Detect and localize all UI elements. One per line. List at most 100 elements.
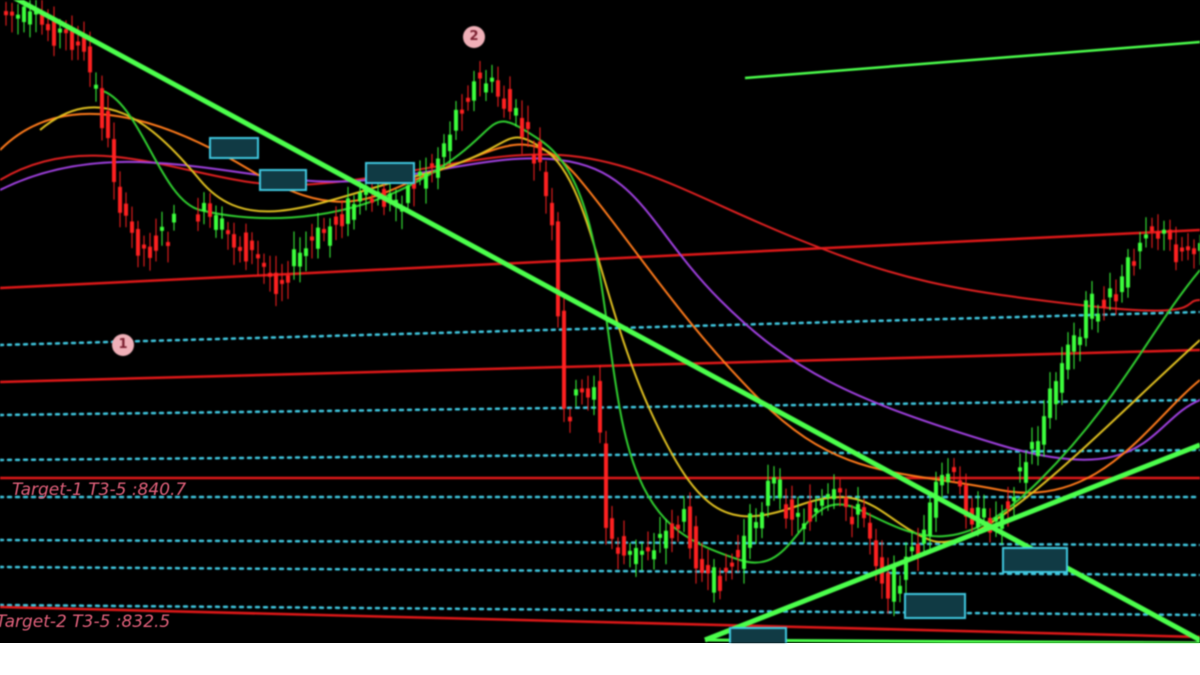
bullish-candle [352,204,356,220]
bearish-candle [280,279,284,284]
bearish-candle [148,246,152,258]
dotted-level-line [0,565,1200,577]
bearish-candle [136,229,140,256]
dotted-level-line [0,538,1200,547]
bullish-candle [1078,336,1082,346]
bullish-candle [1054,381,1058,405]
bearish-candle [64,29,68,34]
bullish-candle [448,134,452,152]
bearish-candle [724,567,728,572]
bearish-candle [466,97,470,102]
price-tag-box [365,162,415,184]
bullish-candle [214,215,218,230]
bearish-candle [10,11,14,16]
bearish-candle [670,523,674,539]
moving-average-line [99,89,1200,564]
bearish-candle [88,46,92,73]
bullish-candle [1018,467,1022,472]
dotted-level-line [0,603,1200,617]
trendline-upper [744,40,1200,80]
bearish-candle [526,122,530,130]
bearish-candle [232,234,236,248]
bearish-candle [1192,248,1196,255]
bullish-candle [1030,441,1034,450]
bearish-candle [706,565,710,574]
bearish-candle [646,547,650,552]
bullish-candle [1090,293,1094,319]
bearish-candle [112,139,116,182]
bearish-candle [610,518,614,539]
bullish-candle [16,14,20,19]
bearish-candle [1156,231,1160,239]
bearish-candle [838,488,842,493]
bullish-candle [1072,335,1076,352]
bearish-candle [862,507,866,519]
bearish-candle [676,524,680,530]
bullish-candle [304,248,308,257]
bearish-candle [1150,226,1154,232]
bullish-candle [1024,462,1028,483]
bullish-candle [754,522,758,529]
bullish-candle [388,193,392,202]
bearish-candle [568,416,572,422]
bearish-candle [616,547,620,554]
bearish-candle [82,34,86,52]
bearish-candle [1168,229,1172,240]
bearish-candle [964,485,968,517]
bullish-candle [58,28,62,33]
bearish-candle [562,310,566,409]
bearish-candle [268,272,272,277]
trendline-base [704,638,1200,643]
bearish-candle [556,221,560,317]
bullish-candle [298,252,302,267]
bullish-candle [1144,234,1148,239]
bearish-candle [1180,247,1184,252]
bearish-candle [1114,294,1118,302]
bearish-candle [730,562,734,567]
bearish-candle [370,198,374,203]
bullish-candle [856,504,860,515]
red-level-line [0,228,1200,290]
bearish-candle [952,467,956,473]
bullish-candle [1162,229,1166,234]
bearish-candle [334,216,338,225]
trendline-down [13,0,1200,643]
bullish-candle [772,477,776,484]
bullish-candle [910,546,914,552]
bearish-candle [4,11,8,16]
bullish-candle [514,107,518,116]
bullish-candle [406,185,410,204]
price-tag-box [904,593,966,619]
bullish-candle [826,494,830,499]
bullish-candle [94,84,98,89]
bearish-candle [130,221,134,233]
bullish-candle [628,550,632,555]
bearish-candle [196,214,200,222]
bullish-candle [658,533,662,538]
bearish-candle [688,506,692,549]
bullish-candle [832,489,836,500]
moving-average-line [0,112,1200,494]
bullish-candle [652,550,656,560]
bullish-candle [634,547,638,565]
bearish-candle [154,235,158,251]
bearish-candle [502,98,506,109]
red-level-line [0,605,1200,639]
bullish-candle [1060,363,1064,393]
bullish-candle [316,227,320,249]
bearish-candle [1186,246,1190,251]
bearish-candle [274,272,278,295]
bullish-candle [994,517,998,522]
bullish-candle [1048,388,1052,418]
bearish-candle [496,80,500,97]
bearish-candle [520,117,524,138]
price-tag-box [1002,547,1068,573]
bullish-candle [1012,496,1016,502]
bullish-candle [424,173,428,189]
bullish-candle [1120,276,1124,293]
bearish-candle [52,18,56,46]
bullish-candle [742,535,746,569]
bearish-candle [868,522,872,539]
bullish-candle [358,192,362,202]
bullish-candle [472,81,476,101]
